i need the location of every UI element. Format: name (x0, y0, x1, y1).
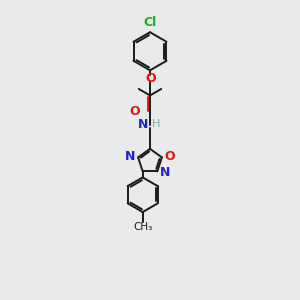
Text: N: N (160, 166, 170, 179)
Text: CH₃: CH₃ (133, 222, 152, 233)
Text: N: N (138, 118, 148, 131)
Text: Cl: Cl (143, 16, 157, 29)
Text: N: N (125, 150, 136, 163)
Text: O: O (146, 72, 156, 85)
Text: O: O (164, 150, 175, 163)
Text: H: H (152, 119, 160, 129)
Text: O: O (130, 105, 140, 119)
